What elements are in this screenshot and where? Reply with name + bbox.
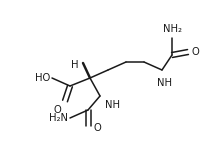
Text: O: O xyxy=(93,123,101,133)
Text: HO: HO xyxy=(35,73,50,83)
Text: NH: NH xyxy=(105,100,120,110)
Text: NH: NH xyxy=(157,78,172,88)
Text: NH₂: NH₂ xyxy=(163,24,181,34)
Text: O: O xyxy=(192,47,200,57)
Text: H: H xyxy=(72,60,79,70)
Text: O: O xyxy=(53,105,61,115)
Text: H₂N: H₂N xyxy=(49,113,68,123)
